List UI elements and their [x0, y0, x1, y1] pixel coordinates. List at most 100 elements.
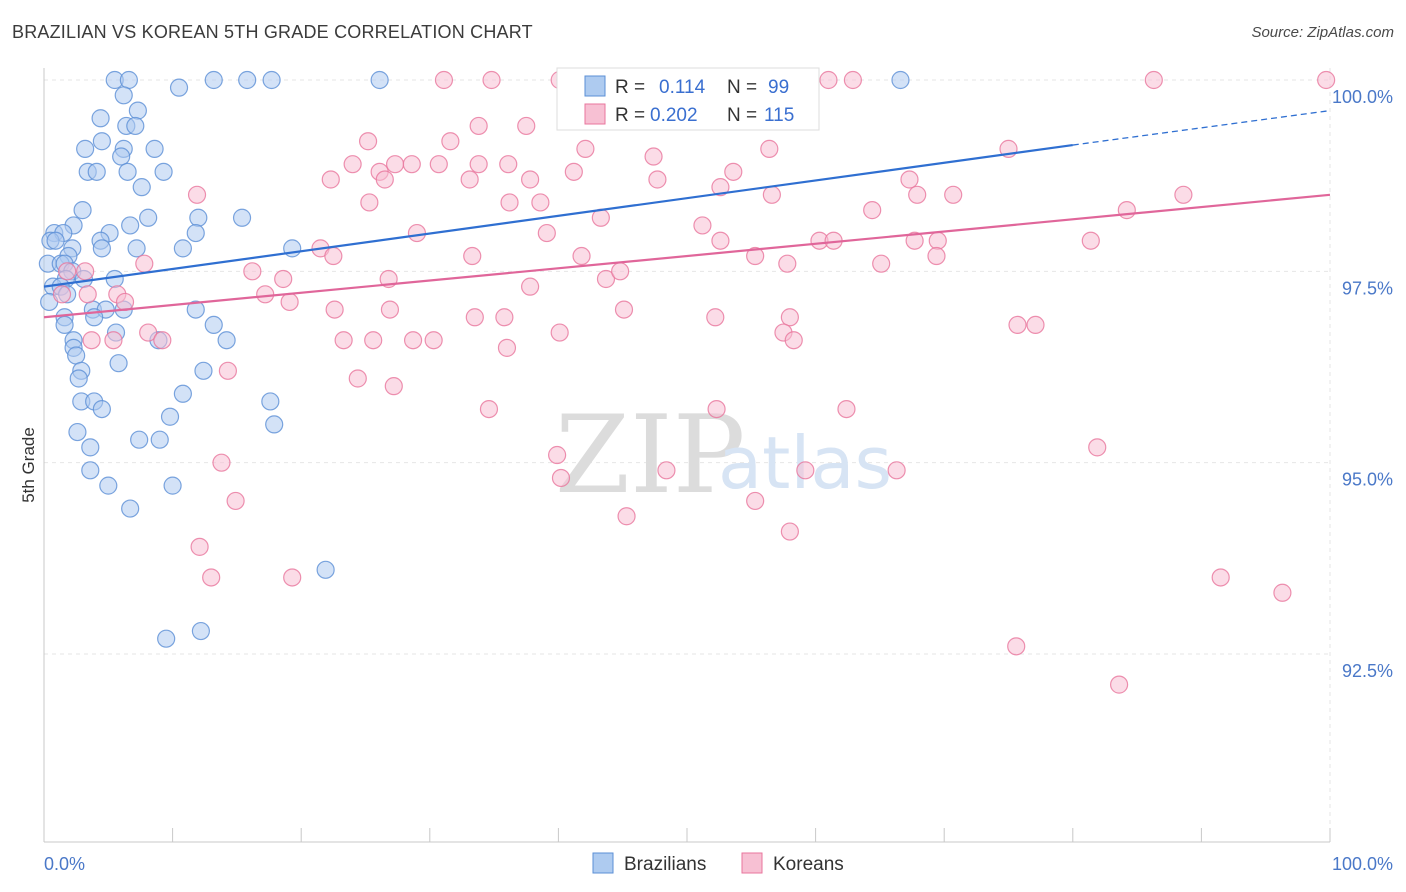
brazilians-point	[127, 239, 146, 258]
koreans-point	[1211, 568, 1230, 587]
brazilians-point	[160, 407, 180, 426]
brazilians-point	[139, 208, 158, 227]
legend-swatch-koreans	[741, 852, 763, 874]
legend-swatch-brazilians	[592, 852, 614, 874]
koreans-point	[780, 522, 799, 541]
koreans-point	[872, 254, 891, 273]
koreans-point	[424, 331, 443, 350]
brazilians-point	[128, 101, 147, 120]
koreans-point	[908, 185, 927, 204]
koreans-point	[469, 116, 488, 136]
koreans-point	[780, 308, 799, 327]
brazilians-point	[81, 461, 100, 480]
koreans-point	[531, 193, 550, 212]
koreans-point	[385, 155, 405, 174]
koreans-point	[693, 216, 712, 235]
koreans-point	[218, 361, 237, 380]
koreans-point	[648, 170, 667, 189]
source-attribution: Source: ZipAtlas.com	[1251, 24, 1394, 41]
legend: Brazilians Koreans	[592, 852, 844, 875]
koreans-point	[482, 70, 501, 90]
brazilians-point	[204, 70, 223, 90]
koreans-point	[927, 246, 946, 266]
koreans-point	[190, 537, 209, 556]
brazilians-point	[92, 132, 111, 151]
brazilians-point	[204, 315, 223, 335]
koreans-point	[1317, 70, 1336, 90]
koreans-point	[187, 185, 207, 204]
koreans-point	[724, 162, 743, 181]
koreans-point	[517, 116, 536, 136]
koreans-point	[324, 246, 343, 266]
koreans-point	[928, 231, 947, 250]
koreans-point	[212, 453, 231, 472]
brazilians-point	[68, 422, 87, 442]
brazilians-point	[186, 223, 205, 243]
brazilians-point	[118, 162, 137, 181]
koreans-point	[863, 201, 882, 220]
koreans-point	[495, 308, 514, 327]
stats-n-label-brazilians: N =	[727, 77, 757, 98]
koreans-point	[1026, 315, 1045, 335]
koreans-point	[280, 292, 299, 312]
koreans-point	[1117, 201, 1136, 220]
koreans-point	[1007, 637, 1026, 656]
koreans-point	[52, 285, 72, 304]
koreans-point	[521, 277, 540, 296]
brazilians-point	[262, 70, 281, 90]
koreans-point	[82, 331, 101, 350]
koreans-point	[905, 231, 924, 250]
koreans-point	[762, 185, 781, 204]
koreans-point	[746, 491, 765, 511]
brazilians-point	[46, 231, 65, 250]
axes	[43, 68, 1331, 843]
trend-lines	[43, 109, 1331, 319]
brazilians-point	[191, 621, 210, 641]
legend-label-koreans: Koreans	[773, 854, 844, 875]
brazilians-point	[99, 476, 118, 495]
koreans-point	[887, 461, 906, 480]
koreans-point	[497, 338, 517, 357]
brazilians-point	[114, 86, 133, 105]
koreans-point	[746, 246, 765, 266]
brazilians-point	[189, 208, 208, 227]
koreans-point	[360, 193, 379, 212]
brazilians-point	[891, 70, 910, 90]
koreans-point	[243, 262, 262, 281]
koreans-point	[778, 254, 797, 273]
stats-r-value-koreans: 0.202	[650, 105, 698, 126]
koreans-point	[479, 399, 499, 419]
brazilians-point	[157, 629, 176, 648]
y-tick-label: 95.0%	[1342, 470, 1393, 490]
brazilians-point	[163, 476, 182, 495]
x-tick-label-left: 0.0%	[44, 854, 85, 874]
brazilians-point	[55, 315, 74, 335]
brazilians-point	[76, 139, 95, 158]
koreans-point	[499, 155, 518, 174]
brazilians-point	[91, 109, 110, 128]
stats-box: R = 0.114 N = 99 R = 0.202 N = 115	[556, 67, 820, 131]
koreans-point	[576, 139, 595, 158]
brazilians-point	[132, 178, 151, 197]
koreans-point	[403, 331, 423, 350]
koreans-point	[644, 147, 663, 166]
koreans-point	[469, 155, 488, 174]
koreans-point	[343, 155, 362, 174]
brazilians-point	[217, 331, 236, 350]
brazilians-point	[92, 239, 111, 258]
koreans-point	[711, 178, 730, 197]
stats-n-label-koreans: N =	[727, 105, 757, 126]
brazilians-point	[73, 201, 92, 220]
koreans-point	[900, 170, 919, 189]
brazilians-point	[194, 361, 213, 380]
koreans-point	[283, 568, 302, 587]
stats-r-label-koreans: R =	[615, 105, 645, 126]
brazilians-point	[105, 269, 124, 289]
stats-r-value-brazilians: 0.114	[659, 77, 706, 98]
y-tick-label: 92.5%	[1342, 661, 1393, 681]
koreans-point	[564, 162, 583, 181]
koreans-point	[274, 269, 293, 289]
brazilians-point	[126, 116, 145, 136]
koreans-point	[1273, 583, 1292, 602]
